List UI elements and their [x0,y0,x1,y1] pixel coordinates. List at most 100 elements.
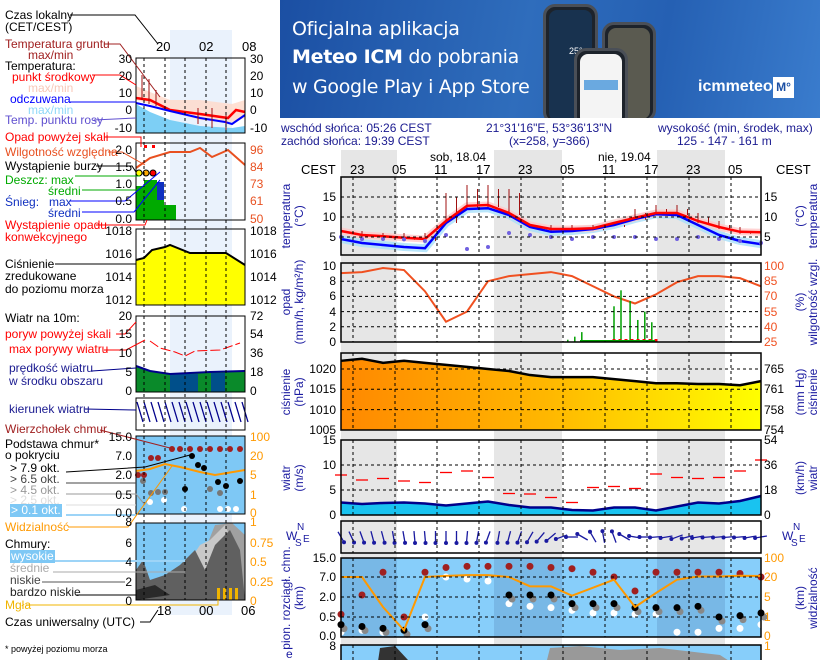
mini-precip-tick: 0.5 [115,194,132,208]
wind-arrow [359,531,365,543]
mini-cloud-tick: 2.0 [115,468,132,482]
mini-wind-arrow [171,401,179,423]
mmhg-tick: 754 [764,423,785,437]
legend-fog: Mgła [5,598,32,612]
visibility-tick: 5 [764,590,771,604]
wind-arrow-head [637,535,642,539]
mini-utc-hour: 18 [157,603,172,618]
mini-humidity-tick: 73 [250,177,264,191]
felt-temp-line [340,206,762,250]
wind-arrow-head [753,536,758,541]
wind-tick: 5 [329,483,336,497]
grid-point: (x=258, y=366) [509,134,590,148]
cloud-top-dot [694,568,702,576]
mini-wind-arrow [136,401,144,423]
mini-precip-tick: 2.0 [115,143,132,157]
cover-tick: 8 [329,639,336,653]
mini-precip-tick: 0.0 [115,212,132,226]
legend-okt45: > 4.5 okt. [10,483,60,497]
cloud-top-dot [505,562,513,570]
legend-local-time: Czas lokalny [5,8,74,22]
mini-wind-arrow [157,401,165,423]
dew-point-dot [423,239,427,243]
mini-temp-tick-right: -10 [250,121,268,135]
legend-mid-clouds: średnie [10,561,50,575]
mini-cover-tick: 0 [125,594,132,608]
panel-frame-pres [340,352,762,431]
legend-meteogram [26,14,249,623]
cloud-base-light-dot [673,628,681,636]
wind-arrow [545,532,557,542]
cloud-base-light-dot [610,609,618,617]
wind-arrow [611,531,617,543]
coordinates: 21°31'16"E, 53°36'13"N [486,121,613,135]
dew-point-dot [486,245,490,249]
legend-over-scale: Opad powyżej skali [5,130,109,144]
elevation-label: wysokość (min, środek, max) [658,121,813,135]
cloud-top-dot [421,568,429,576]
icmmeteo-logo: icmmeteo [698,78,773,95]
legend-wind10: Wiatr na 10m: [5,311,80,325]
sunrise: wschód słońca: 05:26 CEST [281,121,432,135]
mmhg-tick: 761 [764,382,785,397]
panel-frame-dir [340,520,762,554]
wind-arrow [576,533,589,541]
pressure-tick: 1015 [309,382,336,397]
wind-arrow-head [495,540,500,545]
precip-tick: 4 [329,304,336,319]
legend-snow: Śnieg: [5,195,40,209]
legend-okt79: > 7.9 okt. [10,461,60,475]
mini-pressure-tick-right: 1018 [250,224,277,238]
compass-n: N [793,522,801,533]
mini-vis-tick: 100 [250,430,271,444]
mini-humidity-tick: 50 [250,212,264,226]
cloud-base-dot [652,604,660,612]
legend-cloud-top: Wierzchołek chmur [5,422,108,436]
hour-label: 17 [476,162,491,177]
humidity-tick: 85 [764,274,778,289]
wind-arrow-head [474,540,479,545]
mini-temp-tick: 20 [118,69,132,83]
elevation-values: 125 - 147 - 161 m [677,134,772,148]
legend-convective: Wystąpienie opadu [5,218,107,232]
legend-pressure3: do poziomu morza [5,282,104,296]
kmh-tick: 0 [764,508,771,522]
panel-frame-temp [340,176,762,256]
legend-ground-temp: Temperatura gruntu [5,37,110,51]
visibility-tick: 20 [764,570,778,584]
mini-pressure-tick: 1012 [105,293,132,307]
phone-temp: 25° [569,46,583,56]
mini-temp-tick-right: 30 [250,52,264,66]
hour-label: 23 [518,162,533,177]
precip-tick: 10 [322,259,336,273]
legend-temperature: Temperatura: [5,59,76,73]
mini-kmh-tick: 0 [250,384,257,398]
legend-vlow-clouds: bardzo niskie [10,585,81,599]
banner-line1: Oficjalna aplikacja [292,18,460,40]
visibility-tick: 100 [764,551,785,565]
hour-label: 11 [434,162,448,177]
wind-arrow-head [342,540,346,545]
wind-arrow-head [575,532,580,536]
temp-line [340,203,762,241]
dew-point-dot [381,237,385,241]
wind-axis-title: wiatr (m/s) [279,464,306,492]
legend-low-clouds: niskie [10,573,41,587]
wind-tick: 0 [329,508,336,522]
legend-humidity: Wilgotność względna [5,145,118,159]
banner-line3: w Google Play i App Store [292,76,530,98]
wind-arrow-head [483,540,488,545]
mini-temp-tick-right: 20 [250,69,264,83]
timezone-right: CEST [776,162,811,177]
wind-arrow-head [423,540,428,545]
app-download-banner[interactable]: Oficjalna aplikacja Meteo ICM do pobrani… [280,0,820,118]
legend-dew: Temp. punktu rosy [5,113,104,127]
cloud-base-dot [610,600,618,608]
cloud-top-dot [715,568,723,576]
mini-local-hour: 08 [242,39,257,54]
legend-cloud-base: Podstawa chmur* [5,437,100,451]
dew-point-dot [717,237,721,241]
cloud-base-dot [421,621,429,629]
mini-kmh-tick: 18 [250,365,264,379]
mini-cover-tick-right: 1 [250,515,257,529]
